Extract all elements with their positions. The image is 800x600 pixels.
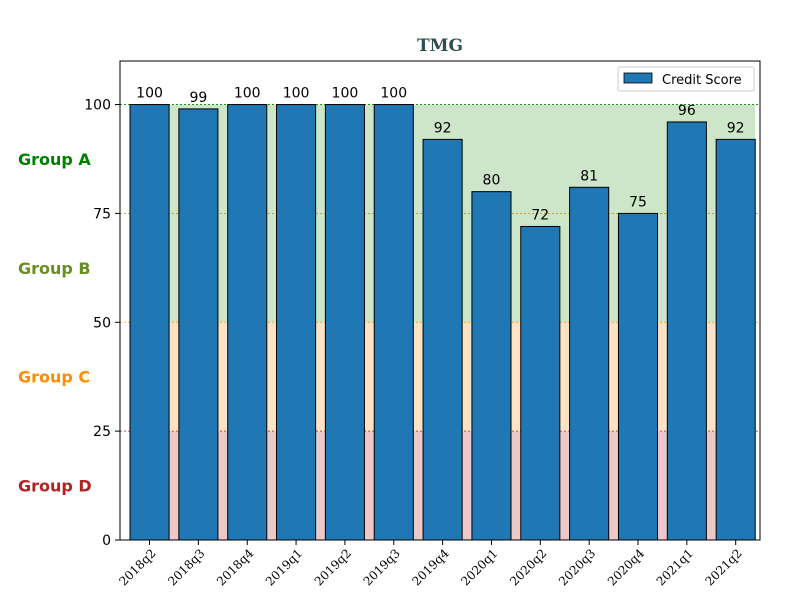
x-tick-label: 2018q3 [165, 546, 207, 588]
value-label-2018q4: 100 [234, 86, 261, 102]
bar-2019q3 [373, 104, 414, 541]
x-tick-label: 2019q4 [409, 546, 452, 589]
y-tick-label: 0 [102, 533, 111, 549]
value-label-2021q1: 96 [678, 103, 696, 119]
legend-label: Credit Score [662, 73, 742, 88]
value-label-2018q3: 99 [189, 90, 207, 106]
bar-2019q4 [422, 138, 463, 541]
value-label-2019q2: 100 [332, 86, 359, 102]
x-tick-label: 2018q2 [116, 546, 158, 588]
group-label-1: Group B [18, 259, 91, 278]
y-tick-label: 25 [93, 424, 111, 440]
bar-2018q3 [178, 108, 219, 541]
value-label-2020q2: 72 [531, 207, 549, 223]
value-label-2021q2: 92 [727, 120, 745, 136]
group-label-2: Group C [18, 368, 90, 387]
value-label-2020q4: 75 [629, 194, 647, 210]
value-label-2020q1: 80 [483, 173, 501, 189]
bar-2021q1 [666, 121, 707, 541]
value-labels: 100 99 100 100 100 100 92 80 72 81 75 96 92 [136, 86, 744, 224]
x-tick-label: 2020q1 [458, 546, 500, 588]
plot-frame [119, 60, 761, 541]
x-tick-label: 2020q2 [507, 546, 549, 588]
x-tick-label: 2019q3 [361, 546, 403, 588]
y-tick-label: 50 [93, 315, 111, 331]
legend-swatch [623, 72, 653, 84]
value-label-2018q2: 100 [136, 86, 163, 102]
x-tick-label: 2018q4 [214, 546, 257, 589]
bar-2019q2 [324, 104, 365, 541]
group-label-3: Group D [18, 477, 92, 496]
y-tick-label: 75 [93, 206, 111, 222]
group-labels: Group A Group B Group C Group D [18, 150, 92, 496]
bar-2018q4 [227, 104, 268, 541]
chart-title: TMG [417, 36, 463, 56]
x-tick-label: 2019q1 [263, 546, 305, 588]
bar-2020q2 [520, 225, 561, 541]
value-label-2020q3: 81 [580, 168, 598, 184]
bar-2019q1 [276, 104, 317, 541]
group-label-0: Group A [18, 150, 91, 169]
value-label-2019q3: 100 [380, 86, 407, 102]
bar-2020q3 [569, 186, 610, 541]
x-tick-label: 2019q2 [312, 546, 354, 588]
legend: Credit Score [617, 66, 755, 92]
x-tick-label: 2021q1 [654, 546, 696, 588]
bars [129, 104, 756, 541]
x-tick-label: 2020q3 [556, 546, 598, 588]
bar-2018q2 [129, 104, 170, 541]
bar-2020q1 [471, 191, 512, 541]
bar-2020q4 [617, 212, 659, 541]
bar-2021q2 [715, 138, 756, 541]
value-label-2019q1: 100 [283, 86, 310, 102]
y-axis: 0 25 50 75 100 [84, 98, 120, 549]
x-tick-label: 2021q2 [702, 546, 744, 588]
value-label-2019q4: 92 [434, 120, 452, 136]
y-tick-label: 100 [84, 98, 111, 114]
x-tick-label: 2020q4 [605, 546, 648, 589]
x-axis: 2018q2 2018q3 2018q4 2019q1 2019q2 2019q3 2019… [116, 540, 745, 589]
